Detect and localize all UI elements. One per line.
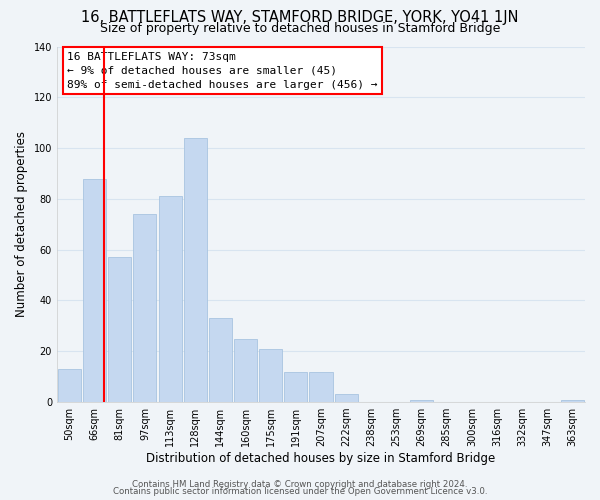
Text: 16, BATTLEFLATS WAY, STAMFORD BRIDGE, YORK, YO41 1JN: 16, BATTLEFLATS WAY, STAMFORD BRIDGE, YO… — [81, 10, 519, 25]
Bar — [259, 348, 282, 402]
Bar — [209, 318, 232, 402]
Text: 16 BATTLEFLATS WAY: 73sqm
← 9% of detached houses are smaller (45)
89% of semi-d: 16 BATTLEFLATS WAY: 73sqm ← 9% of detach… — [67, 52, 378, 90]
Bar — [234, 338, 257, 402]
Bar — [410, 400, 433, 402]
Bar — [335, 394, 358, 402]
Bar — [158, 196, 182, 402]
Bar — [310, 372, 332, 402]
Y-axis label: Number of detached properties: Number of detached properties — [15, 132, 28, 318]
Text: Contains public sector information licensed under the Open Government Licence v3: Contains public sector information licen… — [113, 488, 487, 496]
Bar — [83, 178, 106, 402]
Text: Contains HM Land Registry data © Crown copyright and database right 2024.: Contains HM Land Registry data © Crown c… — [132, 480, 468, 489]
Text: Size of property relative to detached houses in Stamford Bridge: Size of property relative to detached ho… — [100, 22, 500, 35]
Bar — [561, 400, 584, 402]
X-axis label: Distribution of detached houses by size in Stamford Bridge: Distribution of detached houses by size … — [146, 452, 496, 465]
Bar — [184, 138, 207, 402]
Bar — [284, 372, 307, 402]
Bar — [133, 214, 157, 402]
Bar — [108, 258, 131, 402]
Bar — [58, 369, 81, 402]
